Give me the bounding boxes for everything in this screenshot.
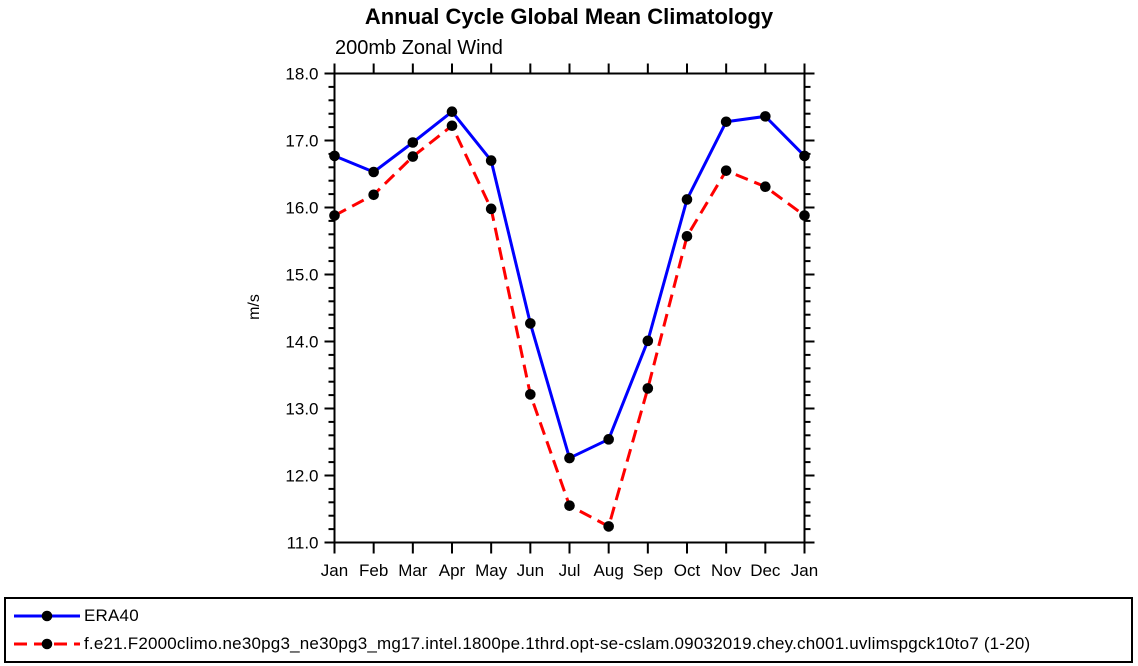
data-point-series-1-Feb [368, 189, 379, 201]
y-tick-label: 17.0 [285, 132, 318, 151]
legend-entry-model-run: f.e21.F2000climo.ne30pg3_ne30pg3_mg17.in… [6, 630, 1131, 658]
chart-title: Annual Cycle Global Mean Climatology [365, 4, 774, 29]
y-tick-label: 16.0 [285, 199, 318, 218]
data-point-series-0-Nov [720, 116, 732, 128]
legend-label-era40: ERA40 [84, 606, 139, 625]
data-point-series-1-Jun [525, 389, 536, 400]
plot-border [333, 72, 806, 544]
data-point-series-0-May [485, 155, 497, 166]
x-tick-label: Dec [750, 561, 781, 580]
x-tick-label: Aug [594, 561, 624, 580]
data-point-series-0-Jan [329, 150, 340, 162]
data-point-series-0-Jan [799, 150, 810, 162]
legend-entry-era40: ERA40 [6, 602, 1131, 630]
y-tick-label: 11.0 [287, 534, 319, 553]
y-tick-label: 12.0 [285, 467, 318, 486]
legend-line-sample-dashed [14, 638, 80, 650]
axes-layer: 11.0 12.0 13.0 14.0 15.0 16.0 17.0 18.0 Jan Feb Ma… [285, 63, 818, 580]
data-point-series-0-Dec [760, 111, 771, 122]
data-point-series-0-Apr [446, 106, 458, 117]
x-tick-label: Jun [517, 561, 544, 580]
legend-line-sample-solid [14, 610, 80, 622]
legend-box: ERA40 f.e21.F2000climo.ne30pg3_ne30pg3_m… [4, 597, 1133, 663]
data-line-series-1 [333, 124, 806, 528]
data-point-series-1-Nov [720, 165, 732, 176]
data-point-series-1-Jan [329, 210, 340, 221]
data-point-series-0-Mar [407, 137, 419, 148]
y-tick-label: 15.0 [285, 266, 318, 285]
data-point-series-0-Jul [564, 452, 575, 464]
data-point-series-0-Feb [368, 166, 379, 178]
y-axis-unit-label: m/s [246, 294, 263, 320]
legend-marker-dot [41, 610, 53, 622]
chart-subtitle: 200mb Zonal Wind [335, 37, 503, 59]
data-point-series-1-Oct [681, 231, 693, 242]
data-point-series-1-Apr [446, 120, 458, 132]
data-point-series-0-Aug [603, 434, 614, 445]
x-tick-label: Oct [674, 561, 701, 580]
data-point-series-1-Jul [564, 500, 575, 511]
x-tick-label: May [475, 561, 508, 580]
x-tick-label: Jan [791, 561, 818, 580]
x-tick-label: Apr [439, 561, 466, 580]
data-point-series-0-Oct [681, 194, 693, 205]
y-tick-label: 14.0 [285, 333, 318, 352]
data-point-series-1-Sep [642, 383, 654, 394]
data-point-series-1-Dec [760, 181, 771, 193]
legend-marker-dot [41, 638, 53, 650]
series-layer [329, 106, 810, 532]
data-point-series-0-Sep [642, 335, 654, 347]
x-tick-label: Feb [359, 561, 388, 580]
data-point-series-1-Aug [603, 521, 614, 532]
x-tick-label: Mar [398, 561, 428, 580]
y-tick-label: 18.0 [285, 65, 318, 84]
x-tick-label: Sep [633, 561, 663, 580]
x-tick-label: Jan [321, 561, 348, 580]
x-tick-label: Jul [559, 561, 581, 580]
data-point-series-1-Mar [407, 151, 419, 162]
data-point-series-1-Jan [799, 210, 810, 221]
legend-label-model-run: f.e21.F2000climo.ne30pg3_ne30pg3_mg17.in… [84, 634, 1031, 653]
data-point-series-1-May [485, 203, 497, 215]
annual-cycle-chart: Annual Cycle Global Mean Climatology 200… [246, 4, 818, 580]
x-tick-label: Nov [711, 561, 742, 580]
y-tick-label: 13.0 [285, 400, 318, 419]
data-point-series-0-Jun [525, 318, 536, 329]
